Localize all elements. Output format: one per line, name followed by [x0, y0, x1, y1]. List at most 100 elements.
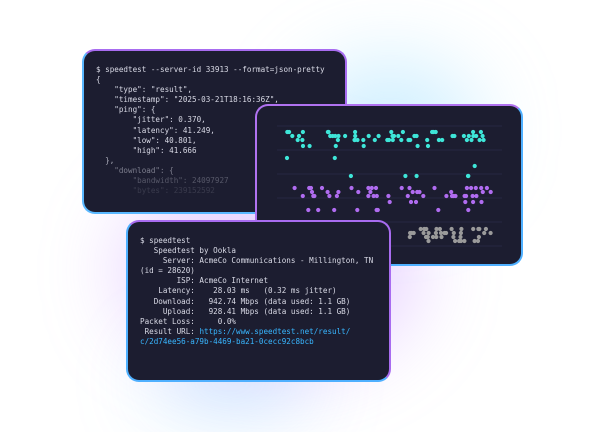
data-dot [471, 133, 476, 139]
result-url-label: Result URL: [140, 326, 200, 336]
data-dot [473, 185, 478, 191]
data-dot [434, 226, 439, 232]
data-dot [326, 129, 331, 135]
data-dot [400, 129, 405, 135]
data-dot [368, 189, 373, 195]
data-dot [356, 189, 361, 195]
data-dot [471, 226, 476, 232]
data-dot [389, 129, 394, 135]
data-dot [386, 193, 391, 199]
terminal-line: $ speedtest [140, 236, 191, 245]
data-dot [300, 137, 305, 143]
data-dot [292, 185, 297, 191]
speedtest-output: $ speedtest Speedtest by Ookla Server: A… [140, 236, 373, 347]
data-dot [415, 189, 420, 195]
data-dot [449, 189, 454, 195]
terminal-line: "latency": 41.249, [96, 125, 215, 135]
terminal-line: "bandwidth": 24097927 [96, 176, 229, 186]
data-dot [475, 238, 481, 244]
data-dot [285, 129, 290, 135]
data-dot [296, 133, 302, 139]
data-dot [361, 143, 366, 149]
terminal-line: Packet Loss: 0.0% [140, 316, 237, 326]
data-dot [426, 230, 431, 236]
terminal-line: Speedtest by Ookla [140, 246, 237, 256]
terminal-line: "low": 40.801, [96, 135, 197, 145]
data-dot [332, 207, 337, 213]
data-dot [430, 234, 436, 240]
data-dot [472, 238, 477, 244]
data-dot [444, 193, 449, 199]
data-dot [426, 238, 431, 244]
data-dot [474, 133, 479, 139]
data-dot [387, 199, 392, 205]
data-dot [308, 185, 314, 191]
data-dot [478, 129, 483, 135]
data-dot [451, 230, 456, 236]
data-dot [407, 185, 412, 191]
data-dot [466, 133, 471, 139]
data-dot [440, 137, 445, 143]
data-dot [336, 189, 341, 195]
data-dot [311, 193, 316, 199]
data-dot [436, 207, 441, 213]
terminal-line: "jitter": 0.370, [96, 115, 206, 125]
result-url-link[interactable]: https://www.speedtest.net/result/ [199, 326, 351, 336]
data-dot [479, 199, 484, 205]
data-dot [333, 133, 338, 139]
terminal-line: Server: AcmeCo Communications - Millingt… [140, 256, 374, 266]
terminal-line: Latency: 28.03 ms (0.32 ms jitter) [140, 286, 337, 296]
data-dot [391, 133, 397, 139]
data-dot [374, 193, 379, 199]
data-dot [421, 230, 426, 236]
terminal-line: "high": 41.666 [96, 145, 197, 155]
terminal-line: ISP: AcmeCo Internet [140, 276, 269, 286]
data-dot [422, 226, 427, 232]
data-dot [480, 133, 485, 139]
data-dot [451, 234, 456, 240]
data-dot [336, 133, 341, 139]
terminal-line: Upload: 928.41 Mbps (data used: 1.1 GB) [140, 306, 351, 316]
data-dot [373, 185, 379, 191]
result-url-link[interactable]: c/2d74ee56-a79b-4469-ba21-0cecc92c8bcb [140, 336, 314, 346]
data-dot [461, 133, 466, 139]
data-dot [309, 189, 315, 195]
data-dot [466, 207, 471, 213]
data-dot [482, 230, 487, 236]
data-dot [476, 234, 481, 240]
data-dot [463, 199, 468, 205]
data-dot [306, 207, 311, 213]
data-dot [418, 226, 423, 232]
data-dot [488, 230, 493, 236]
data-dot [477, 137, 482, 143]
data-dot [462, 238, 467, 244]
data-dot [415, 143, 420, 149]
data-dot [433, 230, 438, 236]
data-dot [300, 143, 306, 149]
data-dot [450, 133, 455, 139]
terminal-line: }, [96, 155, 115, 165]
data-dot [421, 193, 426, 199]
data-dot [366, 193, 371, 199]
data-dot [349, 185, 354, 191]
terminal-line: { [96, 75, 101, 85]
terminal-line: "type": "result", [96, 85, 193, 95]
data-dot [425, 234, 430, 240]
data-dot [355, 207, 360, 213]
data-dot [386, 137, 392, 143]
data-dot [458, 234, 463, 240]
data-dot [409, 230, 414, 236]
data-dot [376, 133, 381, 139]
data-dot [483, 226, 488, 232]
data-dot [425, 137, 430, 143]
data-dot [434, 234, 439, 240]
data-dot [361, 137, 366, 143]
data-dot [469, 185, 474, 191]
data-dot [444, 230, 449, 236]
terminal-line: "download": { [96, 165, 174, 175]
data-dot [464, 185, 469, 191]
data-dot [465, 173, 471, 179]
data-dot [334, 193, 339, 199]
data-dot [410, 189, 415, 195]
data-dot [484, 185, 489, 191]
